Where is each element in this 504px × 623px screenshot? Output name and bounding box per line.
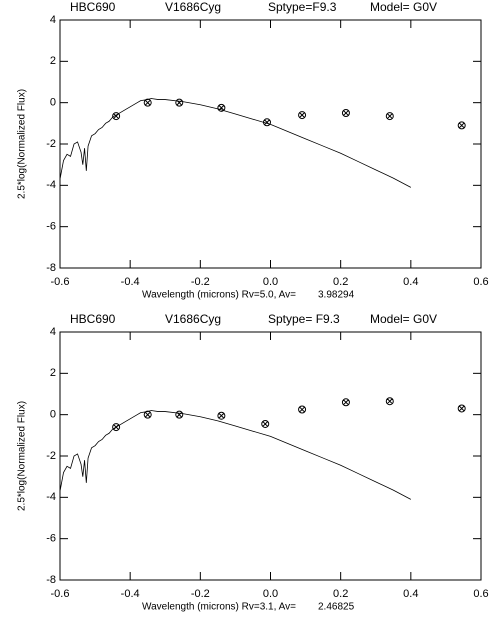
photometry-point (457, 404, 466, 413)
header-text: Sptype= F9.3 (268, 312, 340, 326)
x-tick-label: 0.2 (333, 276, 348, 288)
photometry-point (341, 398, 350, 407)
x-axis-label: Wavelength (microns) Rv=5.0, Av= (142, 290, 296, 301)
x-axis-label: Wavelength (microns) Rv=3.1, Av= (142, 602, 296, 613)
photometry-point (385, 112, 394, 121)
header-text: Model= G0V (370, 0, 437, 14)
header-text: Sptype=F9.3 (268, 0, 337, 14)
photometry-point (262, 118, 271, 127)
photometry-point (457, 121, 466, 130)
y-tick-label: 4 (50, 14, 56, 26)
x-tick-label: 0.2 (333, 588, 348, 600)
photometry-point (261, 419, 270, 428)
header-text: Model= G0V (370, 312, 437, 326)
x-tick-label: 0.6 (473, 588, 488, 600)
av-value: 3.98294 (318, 290, 355, 301)
plot-frame (59, 19, 482, 269)
y-axis-label: 2.5*log(Normalized Flux) (17, 401, 28, 511)
x-tick-label: -0.2 (191, 588, 210, 600)
x-tick-label: -0.6 (51, 276, 70, 288)
y-tick-label: 0 (50, 97, 56, 109)
x-tick-label: 0.6 (473, 276, 488, 288)
photometry-point (217, 411, 226, 420)
av-value: 2.46825 (318, 602, 355, 613)
photometry-point (298, 405, 307, 414)
x-tick-label: 0.4 (403, 588, 418, 600)
x-tick-label: -0.4 (121, 276, 140, 288)
y-tick-label: -2 (46, 138, 56, 150)
y-tick-label: 0 (50, 409, 56, 421)
photometry-point (112, 423, 121, 432)
photometry-point (217, 103, 226, 112)
photometry-point (385, 397, 394, 406)
y-tick-label: 4 (50, 326, 56, 338)
y-tick-label: -8 (46, 262, 56, 274)
y-tick-label: -6 (46, 221, 56, 233)
x-tick-label: 0.4 (403, 276, 418, 288)
y-tick-label: -4 (46, 179, 56, 191)
photometry-point (175, 410, 184, 419)
x-tick-label: 0.0 (263, 588, 278, 600)
x-tick-label: 0.0 (263, 276, 278, 288)
header-text: HBC690 (70, 312, 116, 326)
y-tick-label: -8 (46, 574, 56, 586)
photometry-point (175, 98, 184, 107)
x-tick-label: -0.6 (51, 588, 70, 600)
x-tick-label: -0.4 (121, 588, 140, 600)
plot-frame (59, 331, 482, 581)
header-text: V1686Cyg (165, 312, 221, 326)
photometry-point (298, 111, 307, 120)
header-text: V1686Cyg (165, 0, 221, 14)
y-tick-label: 2 (50, 55, 56, 67)
photometry-point (143, 98, 152, 107)
x-tick-label: -0.2 (191, 276, 210, 288)
header-text: HBC690 (70, 0, 116, 14)
photometry-point (341, 109, 350, 117)
y-tick-label: -2 (46, 450, 56, 462)
y-tick-label: -6 (46, 533, 56, 545)
y-tick-label: 2 (50, 367, 56, 379)
photometry-point (143, 410, 152, 419)
photometry-point (112, 112, 121, 121)
model-spectrum (59, 98, 412, 188)
model-spectrum (59, 410, 412, 500)
y-axis-label: 2.5*log(Normalized Flux) (17, 89, 28, 199)
y-tick-label: -4 (46, 491, 56, 503)
